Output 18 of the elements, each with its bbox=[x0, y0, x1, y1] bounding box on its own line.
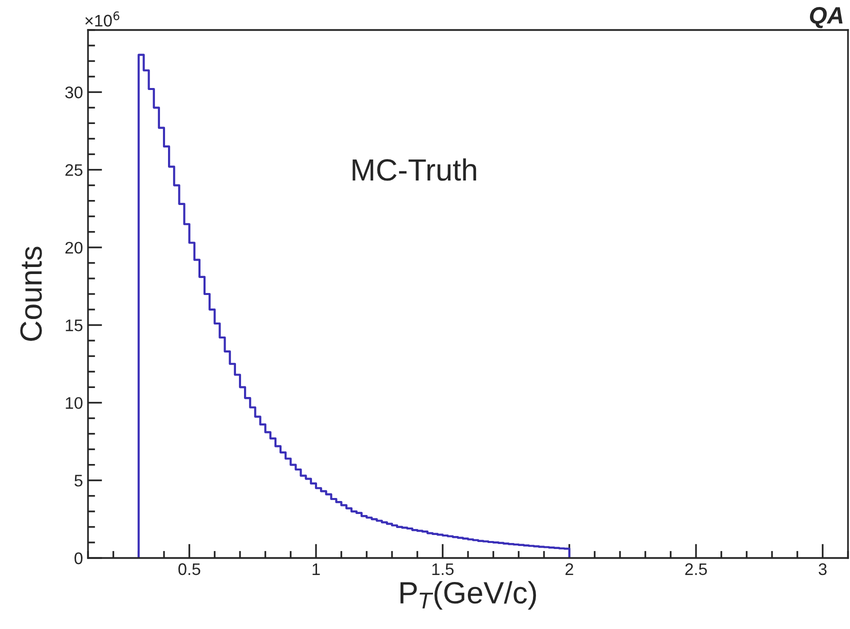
y-tick-label: 15 bbox=[66, 320, 82, 332]
x-tick-label: 2.5 bbox=[685, 563, 707, 576]
text: ×10$^{6}$ bbox=[85, 11, 120, 27]
x-tick-label: 1 bbox=[312, 563, 320, 575]
y-tick-label: 10 bbox=[66, 397, 82, 409]
x-tick-label: 0.5 bbox=[178, 563, 200, 576]
annotation: MC-Truth bbox=[352, 158, 476, 181]
y-tick-label: 0 bbox=[74, 552, 82, 564]
y-tick-label: 20 bbox=[65, 242, 82, 254]
text: QA bbox=[810, 7, 842, 28]
x-tick-label: 2 bbox=[566, 563, 574, 575]
x-tick-label: 3 bbox=[818, 563, 827, 576]
x-tick-label: 1.5 bbox=[432, 563, 454, 576]
y-axis-title: Counts bbox=[20, 246, 42, 341]
y-tick-label: 25 bbox=[65, 164, 82, 176]
y-tick-label: 5 bbox=[74, 474, 82, 487]
x-axis-title: P$_{T}$(GeV/c) bbox=[400, 581, 536, 610]
y-tick-label: 30 bbox=[65, 86, 82, 98]
